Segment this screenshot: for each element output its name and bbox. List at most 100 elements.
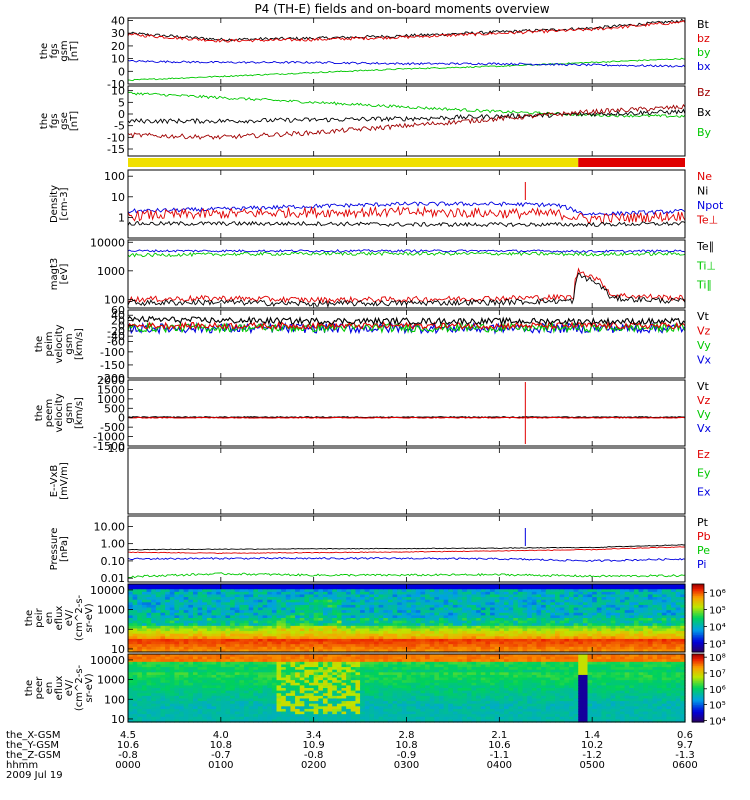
spectrogram-cell xyxy=(401,641,408,645)
spectrogram-cell xyxy=(434,623,440,627)
spectrogram-cell xyxy=(299,714,305,718)
spectrogram-cell xyxy=(383,680,389,684)
spectrogram-cell xyxy=(197,641,203,645)
colorbar-swatch xyxy=(692,602,704,605)
y-tick-label: -5 xyxy=(114,120,125,133)
spectrogram-cell xyxy=(206,607,213,611)
spectrogram-cell xyxy=(179,602,185,606)
spectrogram-cell xyxy=(596,615,603,619)
spectrogram-cell xyxy=(568,589,575,593)
spectrogram-cell xyxy=(559,623,565,627)
spectrogram-cell xyxy=(257,682,264,686)
spectrogram-cell xyxy=(188,594,194,598)
spectrogram-cell xyxy=(485,636,491,640)
spectrogram-cell xyxy=(267,586,273,590)
spectrogram-cell xyxy=(647,594,654,598)
spectrogram-cell xyxy=(248,589,254,593)
spectrogram-cell xyxy=(253,695,259,700)
spectrogram-cell xyxy=(160,641,166,645)
spectrogram-cell xyxy=(165,641,171,645)
spectrogram-cell xyxy=(234,711,240,715)
spectrogram-cell xyxy=(188,701,194,705)
spectrogram-cell xyxy=(443,631,449,635)
spectrogram-cell xyxy=(531,584,538,588)
spectrogram-cell xyxy=(239,591,245,596)
spectrogram-cell xyxy=(327,698,333,702)
spectrogram-cell xyxy=(587,633,593,637)
spectrogram-cell xyxy=(606,628,612,632)
spectrogram-cell xyxy=(327,584,333,588)
spectrogram-cell xyxy=(378,664,384,668)
spectrogram-cell xyxy=(494,618,500,622)
spectrogram-cell xyxy=(304,654,310,658)
spectrogram-cell xyxy=(606,610,612,614)
spectrogram-cell xyxy=(503,631,510,635)
spectrogram-cell xyxy=(141,633,148,637)
spectrogram-cell xyxy=(304,708,310,713)
spectrogram-cell xyxy=(165,674,171,679)
spectrogram-cell xyxy=(490,586,496,590)
spectrogram-cell xyxy=(490,618,496,622)
spectrogram-cell xyxy=(174,701,180,705)
spectrogram-cell xyxy=(522,636,528,640)
spectrogram-cell xyxy=(225,714,231,718)
spectrogram-cell xyxy=(610,638,616,643)
spectrogram-cell xyxy=(332,719,338,723)
spectrogram-cell xyxy=(601,591,607,596)
spectrogram-cell xyxy=(183,623,189,627)
spectrogram-cell xyxy=(438,644,445,648)
spectrogram-cell xyxy=(480,638,487,643)
spectrogram-cell xyxy=(151,664,157,668)
spectrogram-cell xyxy=(508,641,514,645)
spectrogram-cell xyxy=(244,703,250,707)
spectrogram-cell xyxy=(295,659,301,663)
spectrogram-cell xyxy=(225,667,231,671)
spectrogram-cell xyxy=(290,591,296,596)
spectrogram-cell xyxy=(322,620,329,624)
spectrogram-cell xyxy=(517,586,524,590)
spectrogram-cell xyxy=(313,693,319,697)
spectrogram-cell xyxy=(192,682,199,686)
spectrogram-cell xyxy=(578,584,584,588)
spectrogram-cell xyxy=(299,638,305,643)
spectrogram-cell xyxy=(360,661,366,666)
spectrogram-cell xyxy=(234,610,240,614)
spectrogram-cell xyxy=(383,659,389,663)
spectrogram-cell xyxy=(239,602,245,606)
spectrogram-cell xyxy=(378,708,384,713)
spectrogram-cell xyxy=(267,708,273,713)
spectrogram-cell xyxy=(211,698,217,702)
spectrogram-cell xyxy=(271,708,278,713)
spectrogram-cell xyxy=(197,633,203,637)
series-line-Ne xyxy=(127,205,686,224)
spectrogram-cell xyxy=(513,604,519,609)
spectrogram-cell xyxy=(536,625,542,630)
spectrogram-cell xyxy=(624,610,630,614)
spectrogram-cell xyxy=(457,633,463,637)
spectrogram-cell xyxy=(160,680,166,684)
spectrogram-cell xyxy=(206,659,213,663)
spectrogram-cell xyxy=(638,604,644,609)
spectrogram-cell xyxy=(425,607,431,611)
spectrogram-cell xyxy=(192,667,199,671)
spectrogram-cell xyxy=(230,716,236,720)
spectrogram-cell xyxy=(661,644,668,648)
spectrogram-cell xyxy=(374,597,380,601)
spectrogram-cell xyxy=(299,625,305,630)
spectrogram-cell xyxy=(318,618,324,622)
spectrogram-cell xyxy=(295,706,301,710)
spectrogram-cell xyxy=(420,599,426,603)
spectrogram-cell xyxy=(248,591,254,596)
spectrogram-cell xyxy=(485,584,491,588)
spectrogram-cell xyxy=(141,693,148,697)
spectrogram-cell xyxy=(513,599,519,603)
spectrogram-cell xyxy=(132,677,138,681)
spectrogram-cell xyxy=(555,586,561,590)
spectrogram-cell xyxy=(392,674,398,679)
spectrogram-cell xyxy=(387,633,394,637)
spectrogram-cell xyxy=(146,586,152,590)
spectrogram-cell xyxy=(299,708,305,713)
spectrogram-cell xyxy=(457,628,463,632)
spectrogram-cell xyxy=(647,584,654,588)
spectrogram-cell xyxy=(457,615,463,619)
